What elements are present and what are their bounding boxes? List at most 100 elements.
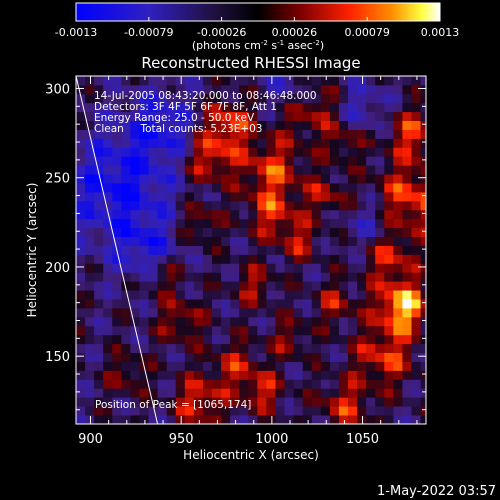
heatmap-cell [375,165,385,175]
heatmap-cell [121,93,131,104]
heatmap-cell [221,316,231,327]
heatmap-cell [94,76,104,86]
heatmap-cell [130,379,140,389]
heatmap-cell [366,415,376,424]
heatmap-cell [239,397,249,407]
heatmap-cell [212,129,222,139]
heatmap-cell [121,308,131,318]
heatmap-cell [184,200,195,211]
heatmap-cell [366,84,376,95]
heatmap-cell [184,290,195,300]
heatmap-cell [329,227,340,238]
heatmap-cell [175,76,186,86]
heatmap-cell [112,343,122,354]
heatmap-cell [311,200,322,211]
heatmap-cell [293,415,304,424]
heatmap-cell [357,352,367,362]
heatmap-cell [329,254,340,264]
render-timestamp: 1-May-2022 03:57 [377,484,496,499]
heatmap-cell [302,111,313,122]
heatmap-cell [284,111,295,122]
heatmap-cell [302,227,313,238]
colorbar-tick-label: 0.0013 [421,26,460,39]
heatmap-cell [257,272,267,282]
heatmap-cell [248,343,258,354]
heatmap-cell [257,183,267,193]
heatmap-cell [275,218,285,229]
heatmap-cell [193,174,204,184]
heatmap-cell [103,308,113,318]
heatmap-cell [302,192,313,202]
heatmap-cell [375,236,385,246]
heatmap-cell [184,343,195,354]
heatmap-cell [221,254,231,264]
heatmap-cell [420,272,426,282]
heatmap-cell [139,111,149,122]
heatmap-cell [329,361,340,371]
heatmap-cell [338,299,349,309]
heatmap-cell [85,388,95,398]
heatmap-cell [311,120,322,130]
heatmap-cell [348,236,358,246]
heatmap-cell [175,218,186,229]
heatmap-cell [76,227,86,238]
heatmap-cell [266,102,276,113]
heatmap-cell [420,156,426,166]
heatmap-cell [257,379,267,389]
heatmap-cell [166,76,177,86]
heatmap-cell [375,325,385,336]
heatmap-cell [221,147,231,157]
heatmap-cell [76,129,86,139]
heatmap-cell [357,334,367,345]
heatmap-cell [357,174,367,184]
heatmap-cell [393,361,403,371]
heatmap-cell [239,272,249,282]
heatmap-cell [348,415,358,424]
heatmap-cell [375,200,385,211]
heatmap-cell [393,111,403,122]
heatmap-cell [239,415,249,424]
heatmap-cell [275,236,285,246]
heatmap-cell [329,218,340,229]
heatmap-cell [329,415,340,424]
heatmap-cell [320,406,331,416]
heatmap-cell [375,218,385,229]
heatmap-cell [266,352,276,362]
heatmap-cell [184,361,195,371]
heatmap-cell [121,388,131,398]
heatmap-cell [121,138,131,148]
heatmap-cell [375,415,385,424]
heatmap-cell [239,281,249,291]
heatmap-cell [402,183,412,193]
heatmap-cell [76,299,86,309]
heatmap-cell [148,165,159,175]
heatmap-cell [420,343,426,354]
heatmap-cell [112,370,122,380]
heatmap-cell [311,406,322,416]
heatmap-cell [184,245,195,255]
heatmap-cell [384,138,394,148]
heatmap-cell [202,245,213,255]
heatmap-cell [112,174,122,184]
heatmap-cell [393,245,403,255]
heatmap-cell [184,281,195,291]
heatmap-cell [148,272,159,282]
heatmap-cell [248,227,258,238]
heatmap-cell [357,183,367,193]
heatmap-cell [384,334,394,345]
heatmap-cell [248,406,258,416]
heatmap-cell [393,147,403,157]
heatmap-cell [130,316,140,327]
heatmap-cell [257,290,267,300]
heatmap-cell [420,370,426,380]
heatmap-cell [320,308,331,318]
heatmap-cell [411,111,421,122]
heatmap-cell [248,245,258,255]
heatmap-cell [320,245,331,255]
heatmap-cell [338,156,349,166]
heatmap-cell [402,388,412,398]
heatmap-cell [266,290,276,300]
heatmap-cell [130,165,140,175]
heatmap-cell [402,93,412,104]
heatmap-cell [338,245,349,255]
